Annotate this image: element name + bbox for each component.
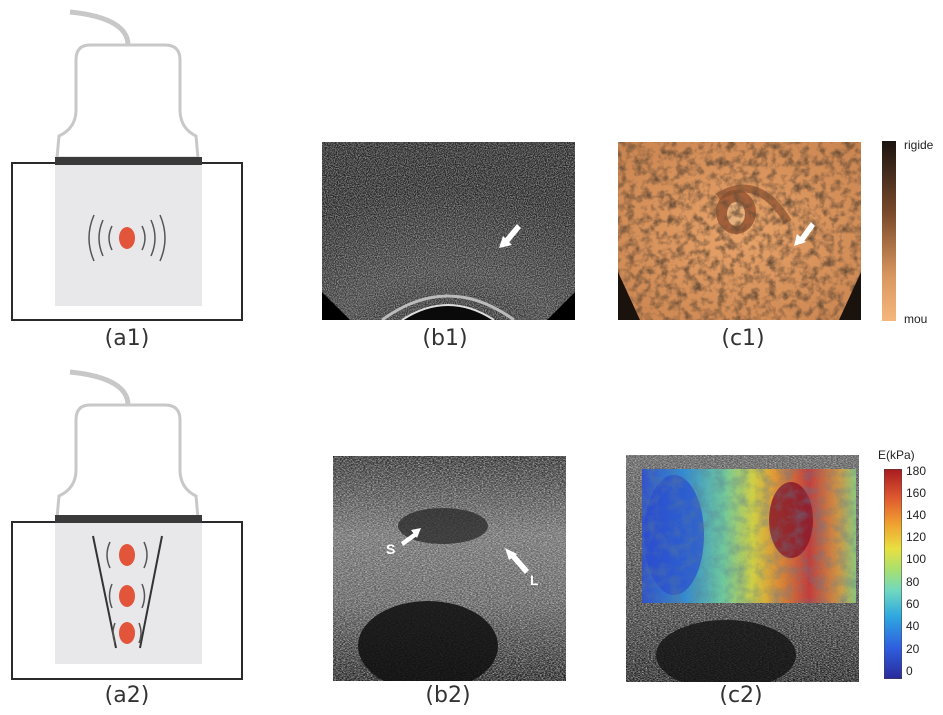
shear-wave-arcs bbox=[88, 214, 166, 262]
arrow-icon bbox=[499, 224, 521, 248]
lesion bbox=[119, 585, 135, 607]
lesion bbox=[119, 544, 135, 566]
colorbar-tick: 120 bbox=[906, 530, 927, 544]
caption-c2: (c2) bbox=[719, 683, 763, 708]
stiffness-colorbar bbox=[882, 141, 896, 321]
caption-a2: (a2) bbox=[104, 683, 150, 708]
transducer-band bbox=[55, 515, 202, 523]
caption-b1: (b1) bbox=[422, 326, 468, 351]
colorbar-tick: 140 bbox=[906, 508, 927, 522]
caption-a1: (a1) bbox=[104, 326, 150, 351]
colorbar-title: E(kPa) bbox=[878, 448, 915, 462]
scale-label-rigid: rigide bbox=[904, 138, 934, 152]
probe-body bbox=[55, 403, 200, 520]
colorbar-tick: 100 bbox=[906, 552, 927, 566]
probe-diagram-a1 bbox=[11, 9, 243, 321]
arrow-icon bbox=[505, 548, 529, 574]
colorbar-tick: 160 bbox=[906, 486, 927, 500]
arrow-icon bbox=[794, 222, 815, 246]
elasticity-colorbar bbox=[884, 469, 902, 679]
probe-body bbox=[55, 43, 200, 160]
lesion bbox=[119, 227, 135, 249]
elastography-image-c1 bbox=[618, 142, 861, 320]
label-s: S bbox=[386, 541, 396, 557]
elastography-image-c2 bbox=[626, 455, 859, 682]
scale-label-soft: mou bbox=[904, 312, 928, 326]
lesion bbox=[119, 622, 135, 644]
probe-diagram-a2 bbox=[11, 369, 243, 680]
colorbar-tick: 180 bbox=[906, 464, 927, 478]
colorbar-tick: 0 bbox=[906, 664, 913, 678]
caption-c1: (c1) bbox=[721, 326, 765, 351]
colorbar-tick: 20 bbox=[906, 642, 920, 656]
arrow-icon bbox=[401, 528, 421, 546]
probe-cable bbox=[69, 9, 131, 46]
colorbar-tick: 40 bbox=[906, 619, 920, 633]
transducer-band bbox=[55, 157, 202, 165]
colorbar-tick: 80 bbox=[906, 575, 920, 589]
caption-b2: (b2) bbox=[425, 683, 471, 708]
colorbar-tick: 60 bbox=[906, 597, 920, 611]
mach-cone-left bbox=[92, 535, 117, 649]
label-l: L bbox=[530, 572, 539, 588]
mach-cone-right bbox=[139, 535, 163, 649]
probe-cable bbox=[69, 369, 131, 406]
ultrasound-image-b1 bbox=[322, 142, 575, 320]
ultrasound-image-b2 bbox=[333, 456, 566, 681]
